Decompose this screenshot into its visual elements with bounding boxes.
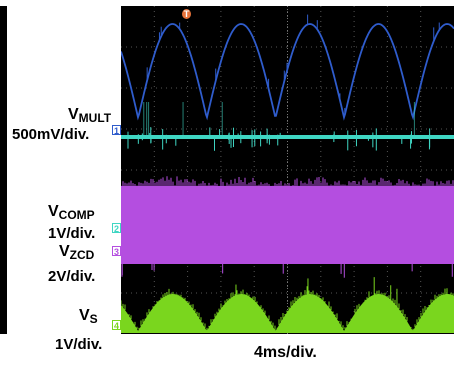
vmult-name: V [68, 106, 79, 123]
scope-plot [121, 6, 454, 334]
vzcd-sub: ZCD [69, 248, 95, 262]
channel-4-marker: 4 [112, 320, 121, 331]
vmult-trace [121, 23, 454, 121]
vcomp-name: V [48, 203, 59, 220]
vzcd-trace [121, 186, 454, 264]
adjacent-panel-edge [0, 6, 7, 334]
label-vzcd-scale: 2V/div. [48, 268, 96, 285]
label-vs: VS [79, 307, 98, 325]
oscilloscope-screen: T [121, 6, 454, 334]
trigger-marker: T [182, 9, 191, 19]
label-vmult: VMULT [68, 106, 111, 124]
label-vcomp-scale: 1V/div. [48, 225, 96, 242]
vs-sub: S [89, 312, 98, 326]
timebase-label: 4ms/div. [254, 344, 317, 361]
channel-3-marker: 3 [112, 246, 121, 257]
scope-grid [121, 6, 454, 334]
label-vcomp: VCOMP [48, 203, 95, 221]
label-vs-scale: 1V/div. [55, 336, 103, 353]
vzcd-name: V [59, 243, 70, 260]
vs-trace [121, 294, 454, 333]
channel-1-marker: 1 [112, 125, 121, 136]
label-vmult-scale: 500mV/div. [12, 126, 90, 143]
channel-2-marker: 2 [112, 223, 121, 234]
label-vzcd: VZCD [59, 243, 94, 261]
vs-name: V [79, 307, 90, 324]
vcomp-sub: COMP [58, 208, 95, 222]
vcomp-trace [121, 135, 454, 139]
waveform-layer [121, 14, 454, 333]
vmult-sub: MULT [78, 111, 112, 125]
